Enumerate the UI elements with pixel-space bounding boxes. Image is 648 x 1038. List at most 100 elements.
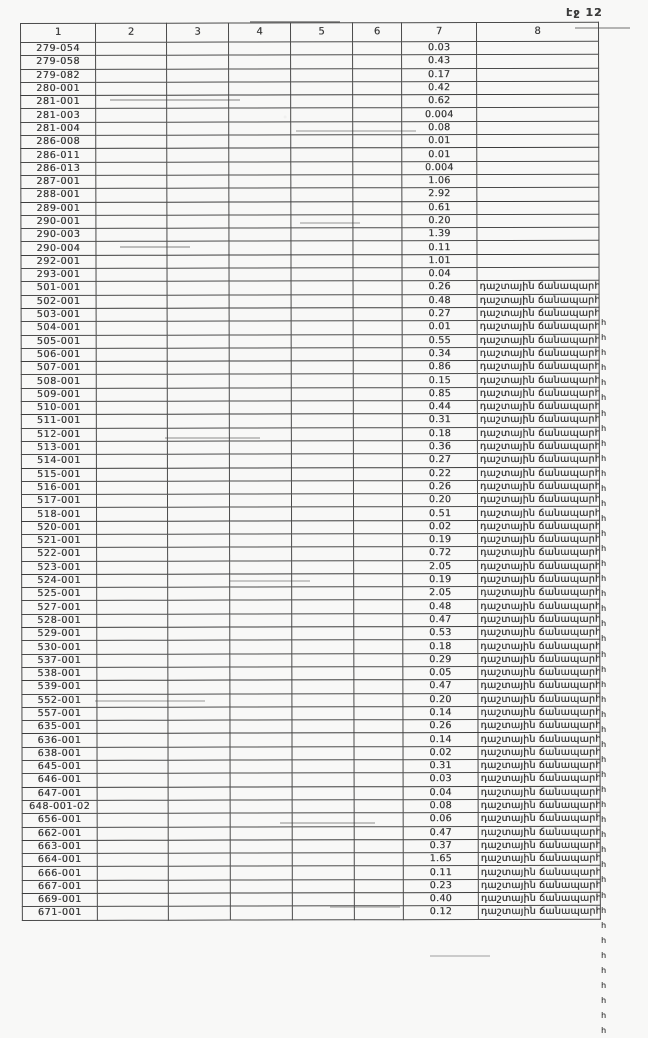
note-overflow-glyph: հ [601,770,608,779]
note-cell: դաշտային ճանապարհ [477,400,600,414]
table-row: 286-013 0.004 [20,160,599,176]
table-row: 524-001 0.19 դաշտային ճանապարհ [21,573,600,588]
empty-cell [167,294,230,309]
table-row: 636-001 0.14 դաշտային ճանապարհ [21,732,601,748]
note-cell [477,267,600,281]
page-number-label: էջ 12 [566,6,603,19]
empty-cell [291,600,354,614]
empty-cell [353,320,403,335]
table-row: 647-001 0.04 դաշտային ճանապարհ [22,785,601,801]
table-row: 666-001 0.11 դաշտային ճանապարհ [22,865,601,881]
empty-cell [95,121,167,136]
value-cell: 0.26 [402,480,478,494]
empty-cell [96,707,168,721]
table-row: 286-011 0.01 [20,147,599,163]
value-cell: 0.27 [402,453,478,468]
empty-cell [95,68,167,83]
empty-cell [352,54,402,69]
value-cell: 0.26 [402,280,478,295]
table-row: 503-001 0.27 դաշտային ճանապարհ [21,307,600,322]
value-cell: 0.08 [403,799,479,813]
note-overflow-glyph: հ [601,800,608,810]
empty-cell [229,307,292,322]
empty-cell [228,81,291,96]
empty-cell [290,241,353,255]
empty-cell [166,201,229,216]
empty-cell [95,108,167,123]
empty-cell [168,813,231,827]
column-header-3: 3 [166,23,229,43]
note-overflow-glyph: հ [601,544,608,554]
note-cell: դաշտային ճանապարհ [477,280,600,295]
empty-cell [96,361,168,375]
empty-cell [95,254,168,269]
empty-cell [291,653,354,667]
empty-cell [166,81,229,96]
note-overflow-glyph: հ [601,318,608,328]
empty-cell [229,334,292,348]
empty-cell [229,653,292,668]
table-row: 281-004 0.08 [20,121,599,136]
empty-cell [291,507,354,521]
code-cell: 279-082 [20,68,96,83]
note-overflow-glyph: հ [601,589,608,599]
empty-cell [228,228,291,242]
code-cell: 289-001 [20,201,96,216]
empty-cell [168,773,231,787]
empty-cell [228,254,292,269]
empty-cell [167,667,230,681]
empty-cell [292,879,355,893]
note-overflow-glyph: հ [601,709,608,719]
empty-cell [352,148,402,162]
note-cell: դաշտային ճանապարհ [477,613,600,627]
empty-cell [166,55,229,69]
note-cell: դաշտային ճանապարհ [478,839,601,853]
table-row: 648-001-02 0.08 դաշտային ճանապարհ [22,799,601,814]
note-cell [476,254,600,268]
empty-cell [291,640,354,654]
table-row: 290-003 1.39 [20,227,599,242]
empty-cell [166,135,229,149]
value-cell: 0.43 [401,54,477,69]
empty-cell [291,334,354,348]
table-row: 509-001 0.85 դաշտային ճանապարհ [21,387,600,402]
note-cell [476,160,599,175]
code-cell: 527-001 [21,600,97,615]
code-cell: 507-001 [21,361,97,375]
value-cell: 0.72 [402,546,478,561]
table-row: 510-001 0.44 դաշտային ճանապարհ [21,400,600,415]
code-cell: 664-001 [22,853,98,867]
empty-cell [167,427,230,442]
empty-cell [229,680,292,694]
note-overflow-glyph: հ [601,950,608,960]
empty-cell [353,294,403,308]
table-row: 645-001 0.31 դաշտային ճանապարհ [22,759,601,774]
empty-cell [96,441,168,455]
empty-cell [228,174,291,189]
note-overflow-glyph [601,240,641,255]
empty-cell [354,773,404,787]
value-cell: 0.61 [401,201,477,215]
code-cell: 636-001 [21,733,98,748]
value-cell: 0.48 [402,600,478,614]
note-cell: դաշտային ճանապարհ [477,373,600,388]
empty-cell [353,626,403,641]
value-cell: 0.18 [402,427,478,441]
value-cell: 0.04 [403,786,479,800]
empty-cell [96,667,168,681]
empty-cell [166,95,229,109]
empty-cell [228,95,291,109]
note-cell: դաշտային ճանապարհ [478,746,601,760]
code-cell: 293-001 [21,268,97,282]
code-cell: 528-001 [21,614,97,628]
empty-cell [168,839,231,854]
empty-cell [167,587,230,601]
empty-cell [290,161,353,175]
note-cell: դաշտային ճանապարհ [477,666,600,680]
empty-cell [352,68,402,82]
empty-cell [353,480,403,494]
empty-cell [353,334,403,348]
empty-cell [96,281,168,295]
empty-cell [229,520,292,535]
empty-cell [229,507,292,521]
